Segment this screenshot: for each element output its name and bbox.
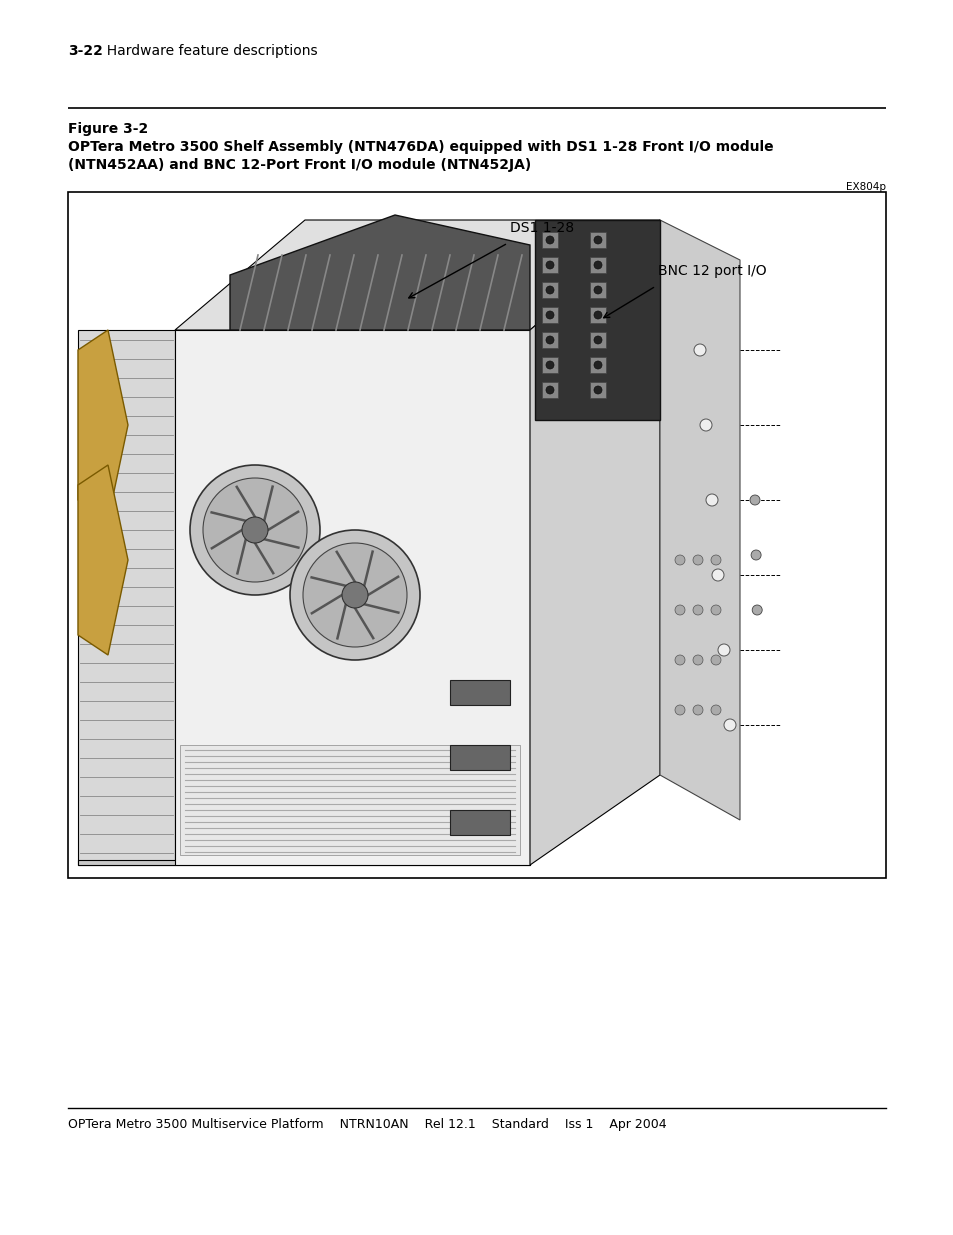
Circle shape bbox=[594, 361, 601, 369]
Circle shape bbox=[545, 236, 554, 245]
Circle shape bbox=[545, 387, 554, 394]
Polygon shape bbox=[78, 330, 128, 520]
Circle shape bbox=[341, 582, 368, 608]
Polygon shape bbox=[230, 215, 530, 330]
Bar bbox=[589, 232, 605, 248]
Text: OPTera Metro 3500 Shelf Assembly (NTN476DA) equipped with DS1 1-28 Front I/O mod: OPTera Metro 3500 Shelf Assembly (NTN476… bbox=[68, 140, 773, 154]
Circle shape bbox=[675, 705, 684, 715]
Circle shape bbox=[718, 643, 729, 656]
Circle shape bbox=[594, 236, 601, 245]
Bar bbox=[450, 680, 510, 705]
Circle shape bbox=[303, 543, 407, 647]
Circle shape bbox=[710, 655, 720, 664]
Text: EX804p: EX804p bbox=[845, 182, 885, 191]
Circle shape bbox=[710, 605, 720, 615]
Bar bbox=[589, 308, 605, 324]
Text: Figure 3-2: Figure 3-2 bbox=[68, 122, 148, 136]
Bar bbox=[589, 282, 605, 298]
Bar bbox=[589, 332, 605, 348]
Circle shape bbox=[545, 261, 554, 269]
Bar bbox=[541, 332, 558, 348]
Circle shape bbox=[710, 555, 720, 564]
Circle shape bbox=[710, 705, 720, 715]
Circle shape bbox=[290, 530, 419, 659]
Circle shape bbox=[545, 361, 554, 369]
Circle shape bbox=[594, 287, 601, 294]
Text: 3-22: 3-22 bbox=[68, 44, 103, 58]
Bar bbox=[180, 745, 519, 855]
Bar bbox=[541, 382, 558, 398]
Circle shape bbox=[594, 261, 601, 269]
Circle shape bbox=[723, 719, 735, 731]
Circle shape bbox=[594, 311, 601, 319]
Bar bbox=[589, 382, 605, 398]
Bar bbox=[541, 357, 558, 373]
Polygon shape bbox=[530, 220, 659, 864]
Text: BNC 12 port I/O: BNC 12 port I/O bbox=[658, 264, 766, 278]
Circle shape bbox=[675, 655, 684, 664]
Circle shape bbox=[692, 655, 702, 664]
Circle shape bbox=[693, 345, 705, 356]
Circle shape bbox=[594, 336, 601, 345]
Circle shape bbox=[751, 605, 761, 615]
Bar bbox=[589, 257, 605, 273]
Circle shape bbox=[545, 311, 554, 319]
Circle shape bbox=[203, 478, 307, 582]
Bar bbox=[541, 282, 558, 298]
Circle shape bbox=[750, 550, 760, 559]
Circle shape bbox=[700, 419, 711, 431]
Circle shape bbox=[749, 495, 760, 505]
Bar bbox=[450, 810, 510, 835]
Bar bbox=[541, 232, 558, 248]
Circle shape bbox=[675, 605, 684, 615]
Text: (NTN452AA) and BNC 12-Port Front I/O module (NTN452JA): (NTN452AA) and BNC 12-Port Front I/O mod… bbox=[68, 158, 531, 172]
Bar bbox=[541, 308, 558, 324]
Polygon shape bbox=[174, 220, 659, 330]
Text: Hardware feature descriptions: Hardware feature descriptions bbox=[98, 44, 317, 58]
Circle shape bbox=[675, 555, 684, 564]
Circle shape bbox=[190, 466, 319, 595]
Circle shape bbox=[705, 494, 718, 506]
Polygon shape bbox=[659, 220, 740, 820]
Circle shape bbox=[545, 287, 554, 294]
Bar bbox=[589, 357, 605, 373]
Polygon shape bbox=[535, 220, 659, 420]
Bar bbox=[68, 191, 885, 878]
Bar bbox=[541, 257, 558, 273]
Polygon shape bbox=[78, 466, 128, 655]
Circle shape bbox=[692, 705, 702, 715]
Polygon shape bbox=[78, 860, 530, 864]
Text: DS1 1-28: DS1 1-28 bbox=[510, 221, 574, 235]
Polygon shape bbox=[78, 330, 174, 864]
Polygon shape bbox=[174, 330, 530, 864]
Circle shape bbox=[711, 569, 723, 580]
Text: OPTera Metro 3500 Multiservice Platform    NTRN10AN    Rel 12.1    Standard    I: OPTera Metro 3500 Multiservice Platform … bbox=[68, 1118, 666, 1131]
Circle shape bbox=[692, 605, 702, 615]
Circle shape bbox=[242, 517, 268, 543]
Bar bbox=[450, 745, 510, 769]
Circle shape bbox=[545, 336, 554, 345]
Circle shape bbox=[594, 387, 601, 394]
Circle shape bbox=[692, 555, 702, 564]
